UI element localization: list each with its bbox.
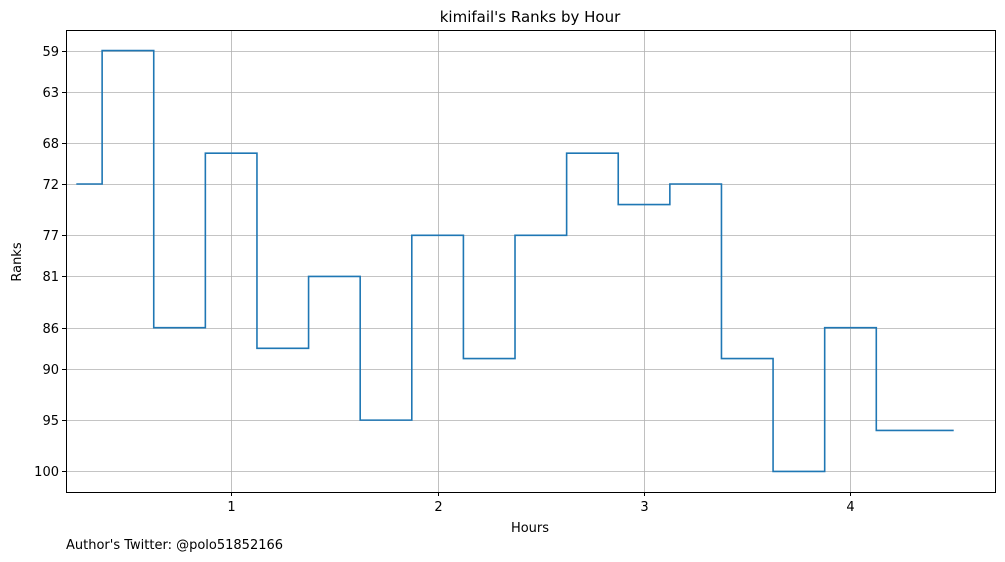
chart-title: kimifail's Ranks by Hour: [440, 8, 621, 26]
y-tick-label: 72: [42, 178, 59, 193]
x-tick-label: 3: [640, 500, 648, 515]
y-axis-label: Ranks: [10, 242, 25, 281]
y-tick-label: 68: [42, 137, 59, 152]
y-tick-label: 59: [42, 45, 59, 60]
x-tick-label: 1: [227, 500, 235, 515]
x-axis-label: Hours: [511, 521, 549, 536]
x-axis-ticks: 1 2 3 4: [227, 492, 855, 515]
y-tick-label: 90: [42, 363, 59, 378]
series-line-ranks: [76, 49, 954, 473]
y-tick-label: 63: [42, 86, 59, 101]
x-tick-label: 2: [434, 500, 442, 515]
y-tick-label: 81: [42, 270, 59, 285]
y-tick-label: 77: [42, 229, 59, 244]
y-tick-label: 100: [34, 465, 59, 480]
y-tick-label: 95: [42, 414, 59, 429]
plot-frame: [66, 30, 996, 493]
x-tick-label: 4: [846, 500, 854, 515]
author-credit: Author's Twitter: @polo51852166: [66, 538, 284, 553]
y-tick-label: 86: [42, 322, 59, 337]
y-axis-ticks: 59 63 68 72 77 81 86 90 95 100: [34, 45, 66, 480]
